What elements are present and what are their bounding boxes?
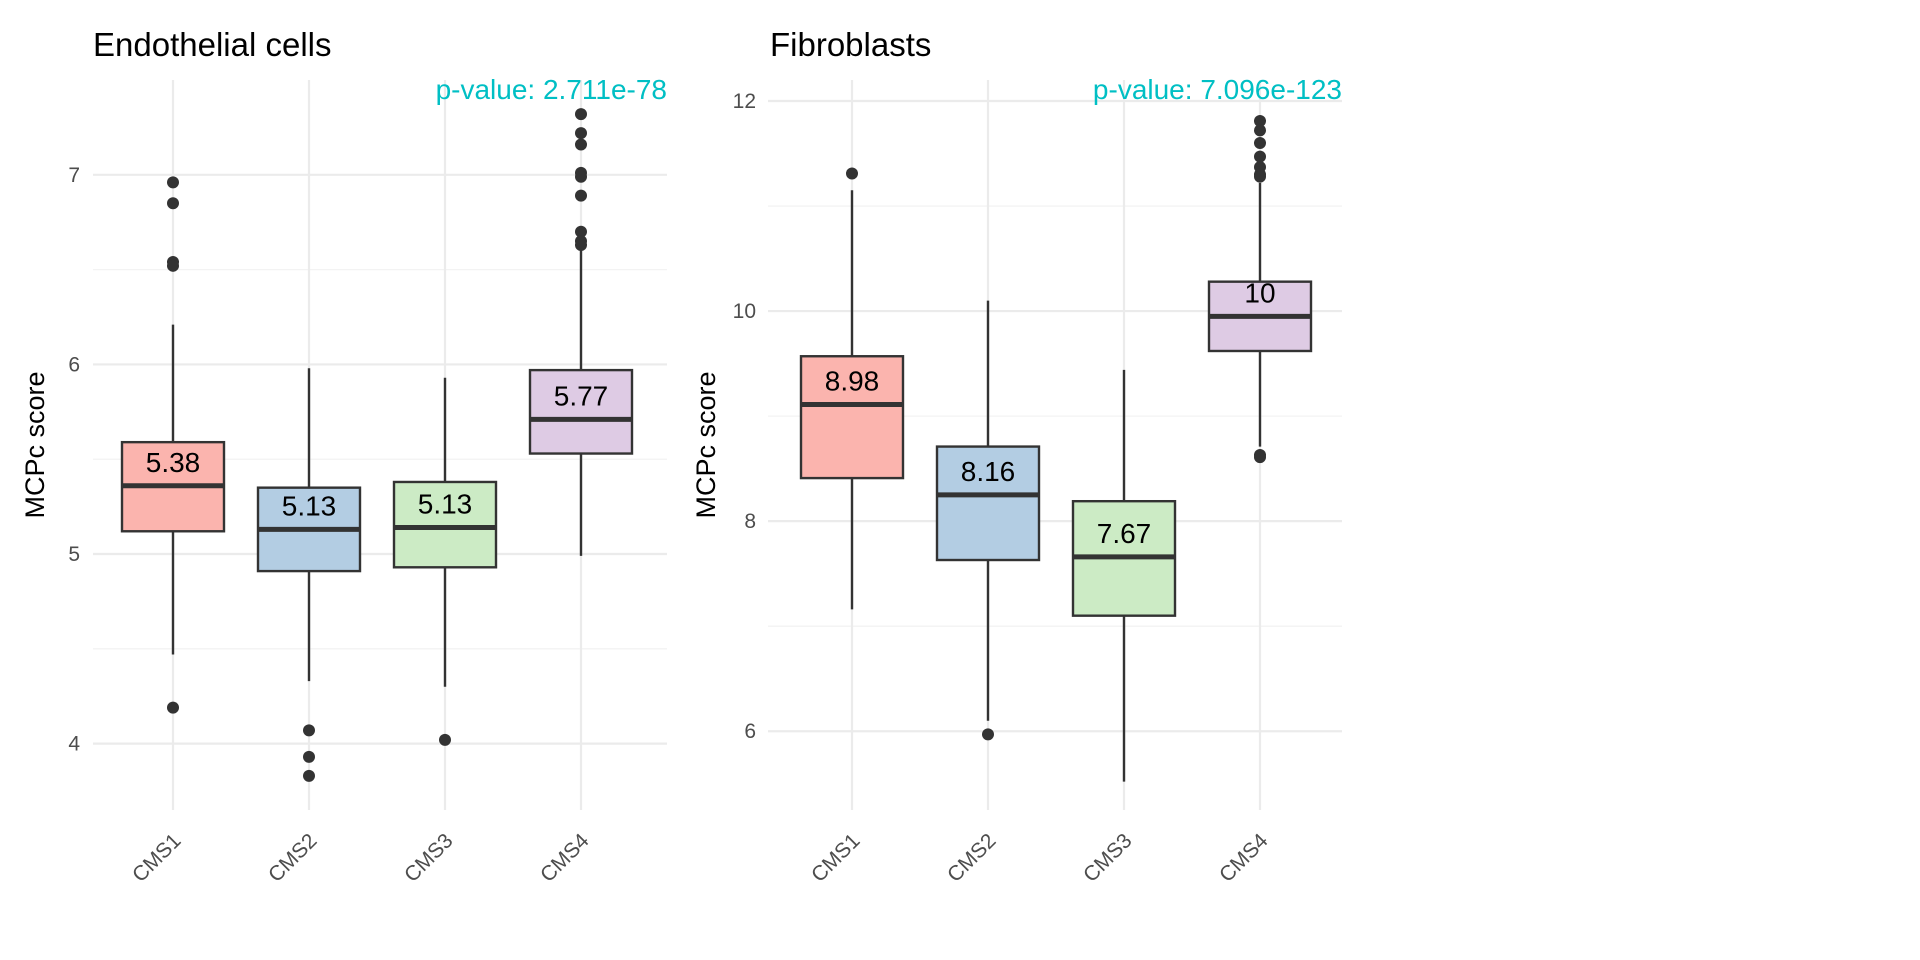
panel-2-x-tick-label: CMS1 bbox=[807, 829, 865, 887]
panel-2-cms4-outlier-point bbox=[1254, 170, 1266, 183]
panel-1-cms4-outlier-point bbox=[575, 189, 587, 202]
panel-2-x-tick-label: CMS2 bbox=[943, 829, 1001, 887]
panel-1-cms1-outlier-point bbox=[167, 259, 179, 272]
panel-2-cms4-outlier-point bbox=[1254, 114, 1266, 127]
panel-2-cms4-outlier-point bbox=[1254, 451, 1266, 464]
panel-2-y-tick-label: 6 bbox=[744, 720, 756, 743]
panel-2-y-axis-title: MCPc score bbox=[691, 371, 721, 518]
panel-1-cms4-outlier-point bbox=[575, 225, 587, 238]
panel-1-y-axis-title: MCPc score bbox=[20, 371, 50, 518]
panel-2-title: Fibroblasts bbox=[770, 26, 931, 63]
panel-2-p-value-annotation: p-value: 7.096e-123 bbox=[1093, 74, 1342, 105]
panel-2-cms2-median-label: 8.16 bbox=[961, 456, 1016, 487]
panel-2-cms4-outlier-point bbox=[1254, 124, 1266, 137]
panel-1-cms1-outlier-point bbox=[167, 701, 179, 714]
panel-2-cms1-box bbox=[799, 355, 905, 480]
panel-2-cms4-median-label: 10 bbox=[1244, 277, 1275, 308]
panel-1-cms1-outlier-point bbox=[167, 197, 179, 210]
panel-1-cms4-outlier-point bbox=[575, 127, 587, 140]
panel-1-x-tick-label: CMS3 bbox=[400, 829, 458, 887]
panel-1-x-tick-label: CMS1 bbox=[128, 829, 186, 887]
panel-2-cms1-outlier-point bbox=[846, 167, 858, 180]
panel-2-cms3-median-label: 7.67 bbox=[1097, 518, 1152, 549]
panel-1-cms3-box bbox=[392, 480, 498, 569]
panel-2-cms2-box bbox=[935, 445, 1041, 562]
panel-2-cms4-outlier-point bbox=[1254, 150, 1266, 163]
panel-1-y-tick-label: 4 bbox=[68, 733, 80, 756]
panel-1-cms1-outlier-point bbox=[167, 176, 179, 189]
panel-1-cms4-outlier-point bbox=[575, 138, 587, 151]
panel-2-cms2-outlier-point bbox=[982, 728, 994, 741]
panel-1-title: Endothelial cells bbox=[93, 26, 331, 63]
panel-1-cms2-outlier-point bbox=[303, 750, 315, 763]
panel-1-y-tick-label: 6 bbox=[68, 353, 80, 376]
panel-2-y-tick-label: 10 bbox=[733, 300, 756, 323]
panel-2-cms1-median-label: 8.98 bbox=[825, 366, 880, 397]
panel-2-x-tick-label: CMS4 bbox=[1215, 829, 1273, 887]
panel-1-cms4-outlier-point bbox=[575, 108, 587, 121]
panel-1-cms4-outlier-point bbox=[575, 238, 587, 251]
panel-2-cms4-outlier-point bbox=[1254, 137, 1266, 150]
panel-1-y-tick-label: 7 bbox=[68, 164, 80, 187]
panel-2-y-tick-label: 12 bbox=[733, 90, 756, 113]
panel-1-p-value-annotation: p-value: 2.711e-78 bbox=[436, 74, 667, 105]
panel-1-cms4-median-label: 5.77 bbox=[554, 380, 609, 411]
panel-1-cms2-outlier-point bbox=[303, 724, 315, 737]
panel-1-cms2-median-label: 5.13 bbox=[282, 490, 337, 521]
panel-1-cms3-median-label: 5.13 bbox=[418, 488, 473, 519]
panel-1-cms3-outlier-point bbox=[439, 733, 451, 746]
panel-2-y-tick-label: 8 bbox=[744, 510, 756, 533]
panel-1-x-tick-label: CMS2 bbox=[264, 829, 322, 887]
panel-2-x-tick-label: CMS3 bbox=[1079, 829, 1137, 887]
panel-1-x-tick-label: CMS4 bbox=[536, 829, 594, 887]
panel-1-cms4-box bbox=[528, 368, 634, 455]
panel-1-cms4-outlier-point bbox=[575, 170, 587, 183]
panel-1-cms2-outlier-point bbox=[303, 769, 315, 782]
panel-1-cms1-median-label: 5.38 bbox=[146, 447, 201, 478]
panel-1-y-tick-label: 5 bbox=[68, 543, 80, 566]
